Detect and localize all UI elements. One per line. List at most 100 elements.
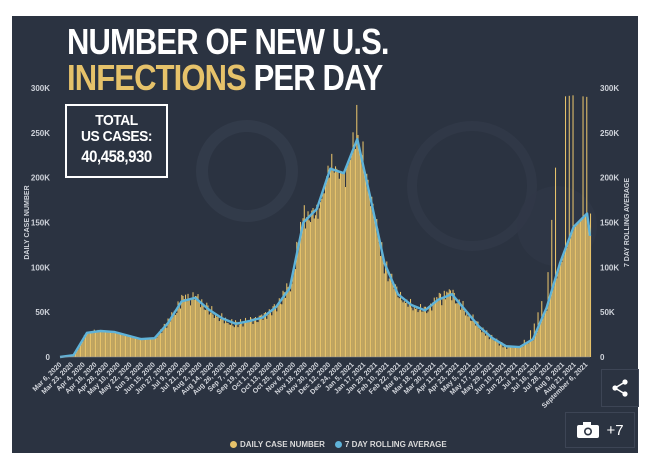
daily-bar xyxy=(425,306,427,357)
daily-bar xyxy=(135,336,137,357)
daily-bar xyxy=(417,312,419,357)
daily-bar xyxy=(440,293,442,357)
daily-bar xyxy=(450,290,452,357)
daily-bar xyxy=(547,272,549,357)
daily-bar xyxy=(565,96,567,357)
daily-bar xyxy=(175,314,177,357)
daily-bar xyxy=(472,314,474,357)
chart-svg: 300K 300K 250K 250K 200K 200K 150K 150K 100K 100K… xyxy=(24,84,631,410)
daily-bar xyxy=(211,306,213,357)
daily-bar xyxy=(310,222,312,357)
daily-bar xyxy=(328,177,330,357)
daily-bar xyxy=(131,336,133,357)
daily-bar xyxy=(205,310,207,357)
daily-bar xyxy=(267,315,269,357)
daily-bar xyxy=(78,346,80,357)
daily-bar xyxy=(567,241,569,357)
daily-bar xyxy=(540,321,542,357)
daily-bar xyxy=(365,179,367,357)
daily-bar xyxy=(511,346,513,357)
daily-bar xyxy=(186,301,188,357)
daily-bar xyxy=(398,298,400,357)
daily-bar xyxy=(476,321,478,357)
daily-bar xyxy=(408,303,410,357)
daily-bar xyxy=(588,225,590,357)
daily-bar xyxy=(221,313,223,357)
daily-bar xyxy=(453,292,455,357)
daily-bar xyxy=(331,153,333,357)
daily-bar xyxy=(371,196,373,357)
daily-bar xyxy=(170,321,172,357)
daily-bar xyxy=(530,330,532,357)
daily-bar xyxy=(97,329,99,357)
daily-bar xyxy=(325,185,327,357)
daily-bars-group xyxy=(61,95,592,358)
daily-bar xyxy=(296,241,298,357)
daily-bar xyxy=(400,291,402,357)
daily-bar xyxy=(85,335,87,357)
daily-bar xyxy=(278,298,280,357)
daily-bar xyxy=(510,345,512,357)
daily-bar xyxy=(363,170,365,357)
daily-bar xyxy=(345,187,347,357)
daily-bar xyxy=(586,96,588,357)
daily-bar xyxy=(568,95,570,358)
daily-bar xyxy=(467,316,469,357)
daily-bar xyxy=(165,326,167,357)
y-tick-label-right: 150K xyxy=(600,219,619,228)
daily-bar xyxy=(183,299,185,357)
daily-bar xyxy=(168,319,170,357)
daily-bar xyxy=(502,347,504,357)
daily-bar xyxy=(293,266,295,357)
daily-bar xyxy=(252,324,254,357)
daily-bar xyxy=(285,297,287,357)
daily-bar xyxy=(90,331,92,357)
daily-bar xyxy=(161,332,163,357)
daily-bar xyxy=(383,273,385,357)
total-cases-box: TOTAL US CASES: 40,458,930 xyxy=(65,104,168,178)
daily-bar xyxy=(517,347,519,357)
daily-bar xyxy=(262,319,264,357)
daily-bar xyxy=(361,155,363,357)
daily-bar xyxy=(258,315,260,357)
daily-bar xyxy=(220,318,222,357)
daily-bar xyxy=(373,219,375,357)
daily-bar xyxy=(368,194,370,357)
daily-bar xyxy=(412,310,414,357)
y-tick-label-right: 300K xyxy=(600,84,619,93)
daily-bar xyxy=(533,323,535,357)
daily-bar xyxy=(336,168,338,357)
daily-bar xyxy=(480,329,482,357)
daily-bar xyxy=(113,332,115,357)
daily-bar xyxy=(490,336,492,357)
daily-bar xyxy=(102,331,104,357)
daily-bar xyxy=(98,330,100,357)
daily-bar xyxy=(238,324,240,357)
share-button[interactable] xyxy=(601,369,639,407)
y-tick-label-right: 50K xyxy=(600,308,615,317)
daily-bar xyxy=(298,243,300,357)
daily-bar xyxy=(198,300,200,357)
daily-bar xyxy=(122,334,124,357)
daily-bar xyxy=(236,321,238,357)
daily-bar xyxy=(526,343,528,357)
daily-bar xyxy=(410,298,412,357)
daily-bar xyxy=(436,297,438,357)
daily-bar xyxy=(150,338,152,357)
daily-bar xyxy=(513,347,515,357)
daily-bar xyxy=(106,331,108,357)
daily-bar xyxy=(76,349,78,357)
daily-bar xyxy=(126,334,128,357)
chart-title-line2: INFECTIONS PER DAY xyxy=(67,60,383,96)
daily-bar xyxy=(237,327,239,357)
daily-bar xyxy=(283,292,285,357)
daily-bar xyxy=(155,337,157,357)
daily-bar xyxy=(543,311,545,357)
photo-gallery-button[interactable]: +7 xyxy=(565,412,635,448)
daily-bar xyxy=(430,303,432,357)
daily-bar xyxy=(340,171,342,357)
daily-bar xyxy=(143,338,145,357)
daily-bar xyxy=(333,172,335,357)
daily-bar xyxy=(217,315,219,357)
y-tick-label-left: 200K xyxy=(31,174,50,183)
